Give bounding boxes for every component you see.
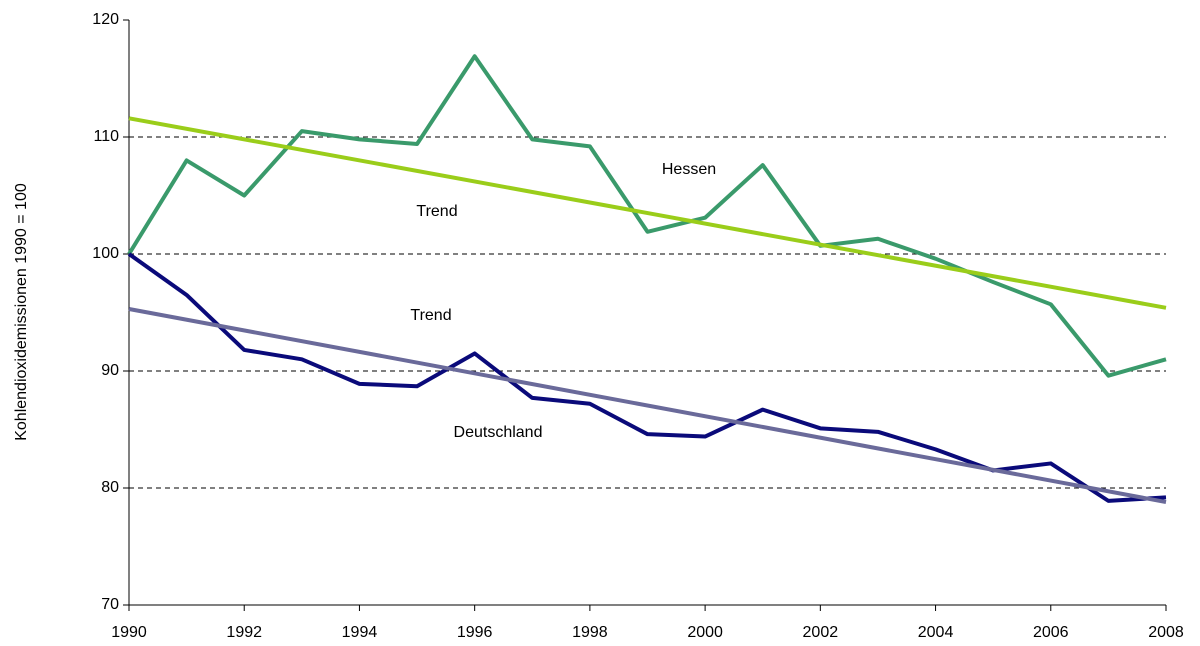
y-tick-label: 90	[101, 362, 119, 379]
y-tick-label: 120	[92, 11, 119, 28]
series-label: Deutschland	[454, 424, 543, 441]
y-tick-label: 70	[101, 596, 119, 613]
series-line	[128, 116, 1167, 310]
x-tick-label: 1996	[457, 624, 493, 641]
y-tick-label: 80	[101, 479, 119, 496]
x-tick-label: 2000	[687, 624, 723, 641]
x-tick-label: 1998	[572, 624, 608, 641]
y-axis-label: Kohlendioxidemissionen 1990 = 100	[13, 183, 30, 441]
series-line	[127, 54, 1167, 378]
series-label: Trend	[410, 307, 451, 324]
y-tick-label: 100	[92, 245, 119, 262]
x-tick-label: 2004	[918, 624, 954, 641]
x-tick-label: 1994	[342, 624, 378, 641]
x-tick-label: 2002	[803, 624, 839, 641]
series-line	[128, 307, 1167, 505]
series-line	[127, 252, 1167, 503]
x-tick-label: 1992	[226, 624, 262, 641]
x-tick-label: 1990	[111, 624, 147, 641]
y-tick-label: 110	[93, 128, 119, 145]
series-label: Trend	[416, 203, 457, 220]
x-tick-label: 2006	[1033, 624, 1069, 641]
x-tick-label: 2008	[1148, 624, 1184, 641]
series-label: Hessen	[662, 161, 716, 178]
